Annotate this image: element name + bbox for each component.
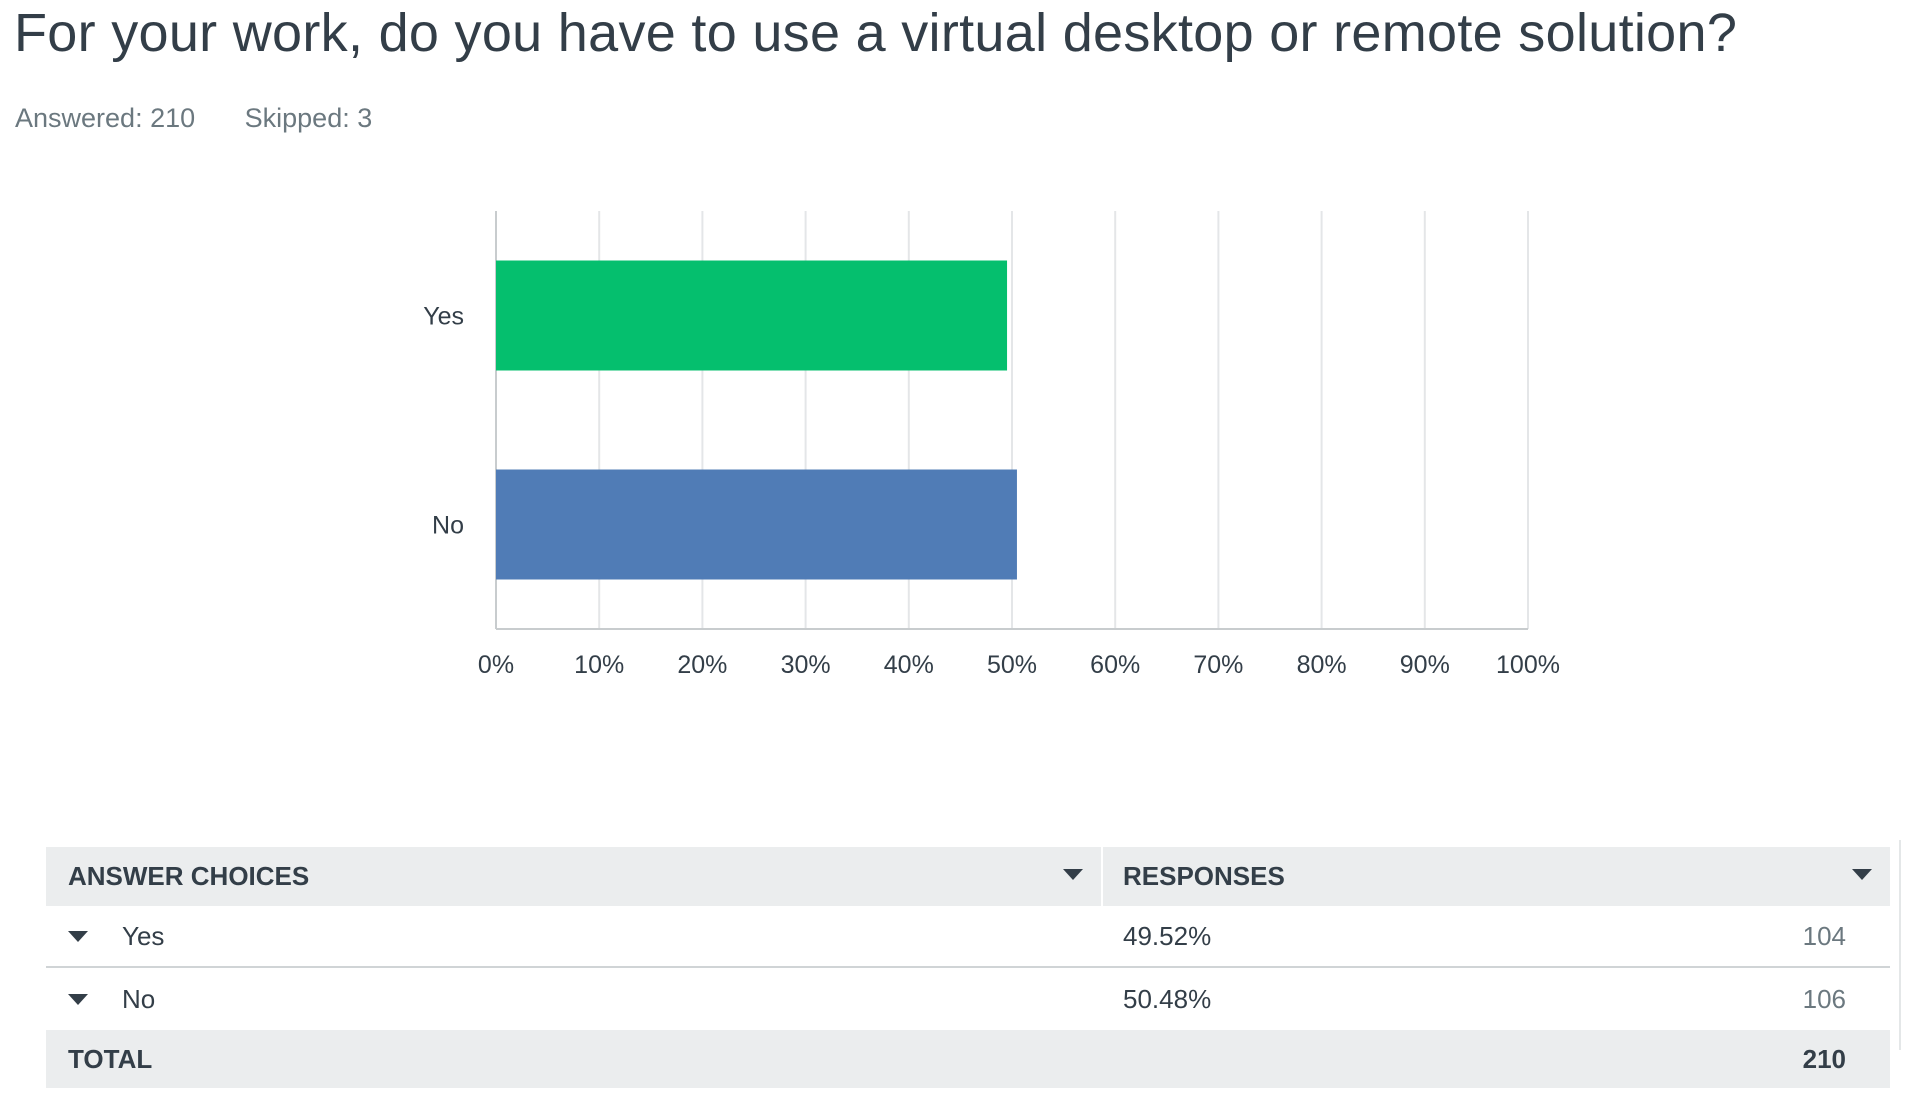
x-tick-label: 30%	[781, 651, 831, 679]
table-row: No 50.48% 106	[46, 968, 1890, 1030]
sort-choices-caret-icon[interactable]	[1063, 869, 1083, 880]
row-percent: 49.52%	[1123, 920, 1212, 951]
x-tick-label: 70%	[1193, 651, 1243, 679]
total-count: 210	[1802, 1043, 1846, 1074]
sort-responses-caret-icon[interactable]	[1852, 869, 1872, 880]
x-tick-label: 100%	[1496, 651, 1560, 679]
bar-no	[496, 469, 1017, 580]
bar-yes	[496, 260, 1008, 371]
x-tick-label: 20%	[677, 651, 727, 679]
x-tick-label: 10%	[574, 651, 624, 679]
x-tick-label: 90%	[1400, 651, 1450, 679]
x-tick-label: 50%	[987, 651, 1037, 679]
total-label: TOTAL	[68, 1043, 153, 1074]
category-label: No	[432, 512, 464, 540]
answered-count: Answered: 210	[15, 103, 196, 133]
table-row: Yes 49.52% 104	[46, 906, 1890, 968]
responses-table: ANSWER CHOICES RESPONSES Yes 49.52% 104 …	[46, 847, 1890, 1088]
answer-choices-header[interactable]: ANSWER CHOICES	[46, 847, 1103, 906]
row-choice-cell: No	[46, 984, 1103, 1015]
responses-header-label: RESPONSES	[1123, 861, 1285, 891]
x-tick-label: 80%	[1297, 651, 1347, 679]
row-count: 106	[1802, 983, 1846, 1014]
x-tick-label: 60%	[1090, 651, 1140, 679]
bar-chart: 0% 10% 20% 30% 40% 50% 60% 70% 80% 90% 100% Yes No	[423, 211, 1560, 679]
expand-row-caret-icon[interactable]	[68, 993, 88, 1005]
table-total-row: TOTAL 210	[46, 1030, 1890, 1088]
row-choice-label: Yes	[122, 920, 165, 951]
response-stats: Answered: 210 Skipped: 3	[15, 103, 372, 134]
row-count: 104	[1802, 920, 1846, 951]
question-title: For your work, do you have to use a virt…	[14, 3, 1738, 63]
category-label: Yes	[423, 303, 464, 331]
responses-header[interactable]: RESPONSES	[1103, 847, 1890, 906]
answer-choices-header-label: ANSWER CHOICES	[68, 861, 310, 891]
row-percent: 50.48%	[1123, 983, 1212, 1014]
panel-edge-divider	[1899, 840, 1901, 1050]
x-tick-label: 0%	[478, 651, 514, 679]
row-choice-label: No	[122, 983, 156, 1014]
table-header: ANSWER CHOICES RESPONSES	[46, 847, 1890, 906]
x-tick-label: 40%	[884, 651, 934, 679]
skipped-count: Skipped: 3	[244, 103, 373, 133]
expand-row-caret-icon[interactable]	[68, 930, 88, 942]
row-choice-cell: Yes	[46, 921, 1103, 952]
